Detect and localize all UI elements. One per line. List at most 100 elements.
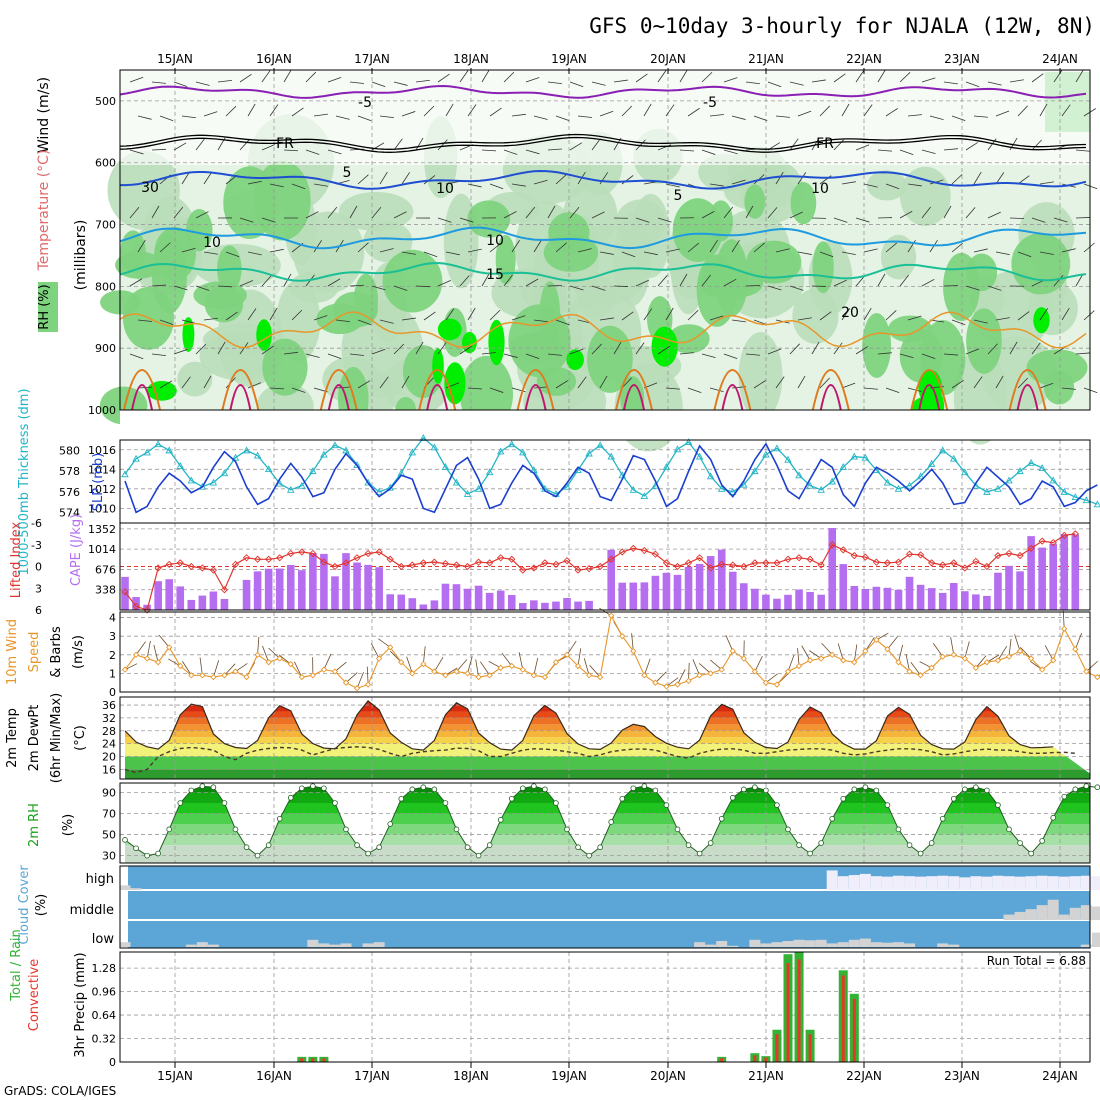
upper-ylabel-temperature: Temperature (°C) [36,150,52,272]
wind-barb [973,115,988,118]
cape-bar-54 [717,549,726,610]
wind-barb [569,207,580,219]
li-tick-1: -3 [31,539,42,552]
contour-label-11: 10 [436,181,454,197]
wind-barb [437,217,452,223]
li-point-37 [530,564,538,572]
cape-bar-6 [187,599,196,610]
wind-barb [305,353,320,358]
li-point-22 [364,549,372,558]
slp-tick-1: 1014 [88,463,116,476]
wind-barb [811,341,820,355]
rh-point-2 [144,852,150,859]
cape-bar-85 [1060,534,1069,610]
cape-bar-5 [176,586,185,610]
wind-barb [437,280,451,287]
wind-barb [643,251,658,256]
wind-barb [261,345,274,355]
wind-barb [1039,181,1054,185]
cape-bar-42 [585,600,593,610]
wind-barb [613,285,629,287]
li-point-32 [474,558,483,566]
wind-barb [965,285,980,291]
top-axis-day-0: 15JAN [157,52,193,66]
wind10-point-67 [862,647,869,655]
li-point-45 [618,548,626,556]
wind-barb [709,114,724,117]
wind10-barb-36 [518,652,524,670]
wind-barb [291,309,303,321]
wind-barb [841,181,856,185]
isotherm-30 [819,384,842,411]
wind-barb [1075,352,1090,355]
cloud-low-bar-20 [340,943,352,947]
precip-tick-4: 0 [109,1056,116,1069]
thickness-point-82 [1027,458,1035,466]
li-point-42 [585,565,593,573]
wind10-barb-42 [583,658,590,676]
wind-barb [445,308,455,321]
wind-barb [657,275,668,287]
wind10-barb-49 [666,677,679,687]
wind10-point-78 [983,659,991,666]
wind10-point-35 [508,662,515,670]
cloud-low-bar-17 [307,939,319,947]
li-point-56 [740,562,748,571]
wind-barb [511,315,526,321]
temp-tick-1: 32 [102,712,116,725]
top-axis-day-8: 23JAN [944,52,980,66]
rh-point-28 [431,786,438,793]
thickness-point-50 [673,445,682,453]
wind-barb [1083,242,1095,253]
wind-barb [327,206,338,219]
wind-barb [687,242,700,253]
wind10-point-47 [641,672,648,679]
cape-bar-80 [1005,565,1013,610]
thickness-point-55 [728,487,737,495]
li-point-34 [497,554,505,562]
li-point-19 [331,562,339,571]
li-point-18 [320,558,328,566]
rh-point-63 [818,840,824,846]
wind-barb [995,375,1004,389]
wind10-point-16 [298,673,305,681]
wind10-barb-41 [577,648,582,667]
wind10-point-33 [486,672,493,679]
wind10-point-38 [541,673,549,681]
wind-barb [753,115,768,122]
wind-tick-3: 1 [109,667,116,680]
wind-barb [511,240,520,253]
wind-barb [379,248,394,253]
wind-barb [1017,105,1028,117]
cape-bar-16 [298,570,306,610]
thickness-point-44 [607,452,615,460]
wind-barb [613,341,622,355]
cape-bar-37 [530,600,538,610]
li-point-16 [298,548,306,556]
wind10-barb-79 [997,645,1008,661]
cloud-high-bar-88 [1091,876,1100,890]
cloud-low-bar-54 [716,941,728,947]
rh-point-30 [453,826,460,833]
wind-frame [119,611,1091,693]
thickness-point-18 [320,450,328,458]
li-point-23 [375,548,383,556]
wind-barb [621,377,632,389]
cloud-low-bar-0 [119,942,131,947]
precip-ylabel-a: Total / Rain [9,929,24,1002]
wind10-barb-14 [268,647,280,659]
wind-barb [789,285,804,291]
wind10-point-21 [353,685,361,692]
li-point-84 [1049,538,1057,547]
thickness-point-17 [309,467,317,475]
rh-band-2 [125,824,1090,835]
cloud-low-bar-55 [727,945,739,947]
top-axis-day-4: 19JAN [551,52,587,66]
wind-barb [239,280,254,287]
wind-barb [775,171,784,185]
wind-barb [731,179,746,185]
wind10-point-65 [840,657,847,664]
wind-barb [349,205,358,219]
wind10-point-17 [309,672,316,679]
thickness-point-54 [717,484,726,492]
